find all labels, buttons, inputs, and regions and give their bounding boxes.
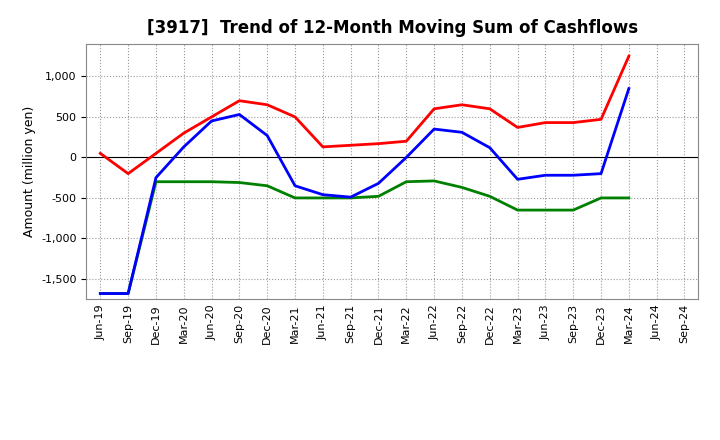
- Operating Cashflow: [263, 102, 271, 107]
- Free Cashflow: [152, 175, 161, 180]
- Investing Cashflow: [569, 207, 577, 213]
- Operating Cashflow: [430, 106, 438, 111]
- Investing Cashflow: [152, 179, 161, 184]
- Free Cashflow: [318, 192, 327, 197]
- Legend: Operating Cashflow, Investing Cashflow, Free Cashflow: Operating Cashflow, Investing Cashflow, …: [142, 438, 643, 440]
- Free Cashflow: [430, 126, 438, 132]
- Investing Cashflow: [291, 195, 300, 201]
- Investing Cashflow: [485, 194, 494, 199]
- Free Cashflow: [291, 183, 300, 188]
- Investing Cashflow: [597, 195, 606, 201]
- Operating Cashflow: [541, 120, 550, 125]
- Free Cashflow: [485, 145, 494, 150]
- Free Cashflow: [597, 171, 606, 176]
- Operating Cashflow: [207, 114, 216, 120]
- Free Cashflow: [458, 130, 467, 135]
- Free Cashflow: [624, 86, 633, 91]
- Operating Cashflow: [485, 106, 494, 111]
- Investing Cashflow: [541, 207, 550, 213]
- Operating Cashflow: [458, 102, 467, 107]
- Title: [3917]  Trend of 12-Month Moving Sum of Cashflows: [3917] Trend of 12-Month Moving Sum of C…: [147, 19, 638, 37]
- Investing Cashflow: [346, 195, 355, 201]
- Investing Cashflow: [374, 194, 383, 199]
- Free Cashflow: [541, 172, 550, 178]
- Line: Free Cashflow: Free Cashflow: [100, 88, 629, 293]
- Operating Cashflow: [374, 141, 383, 146]
- Investing Cashflow: [402, 179, 410, 184]
- Operating Cashflow: [513, 125, 522, 130]
- Operating Cashflow: [124, 171, 132, 176]
- Investing Cashflow: [207, 179, 216, 184]
- Investing Cashflow: [513, 207, 522, 213]
- Investing Cashflow: [235, 180, 243, 185]
- Operating Cashflow: [152, 151, 161, 156]
- Operating Cashflow: [96, 151, 104, 156]
- Operating Cashflow: [291, 114, 300, 120]
- Free Cashflow: [346, 194, 355, 200]
- Free Cashflow: [402, 155, 410, 160]
- Line: Operating Cashflow: Operating Cashflow: [100, 56, 629, 174]
- Operating Cashflow: [402, 139, 410, 144]
- Free Cashflow: [124, 291, 132, 296]
- Free Cashflow: [179, 144, 188, 150]
- Operating Cashflow: [624, 54, 633, 59]
- Operating Cashflow: [569, 120, 577, 125]
- Investing Cashflow: [624, 195, 633, 201]
- Investing Cashflow: [263, 183, 271, 188]
- Operating Cashflow: [318, 144, 327, 150]
- Investing Cashflow: [430, 178, 438, 183]
- Free Cashflow: [374, 181, 383, 186]
- Line: Investing Cashflow: Investing Cashflow: [100, 181, 629, 293]
- Investing Cashflow: [96, 291, 104, 296]
- Operating Cashflow: [346, 143, 355, 148]
- Free Cashflow: [513, 176, 522, 182]
- Investing Cashflow: [458, 185, 467, 190]
- Free Cashflow: [235, 112, 243, 117]
- Investing Cashflow: [179, 179, 188, 184]
- Operating Cashflow: [235, 98, 243, 103]
- Free Cashflow: [263, 133, 271, 138]
- Free Cashflow: [207, 118, 216, 124]
- Free Cashflow: [569, 172, 577, 178]
- Investing Cashflow: [318, 195, 327, 201]
- Investing Cashflow: [124, 291, 132, 296]
- Operating Cashflow: [597, 117, 606, 122]
- Y-axis label: Amount (million yen): Amount (million yen): [22, 106, 35, 237]
- Free Cashflow: [96, 291, 104, 296]
- Operating Cashflow: [179, 131, 188, 136]
